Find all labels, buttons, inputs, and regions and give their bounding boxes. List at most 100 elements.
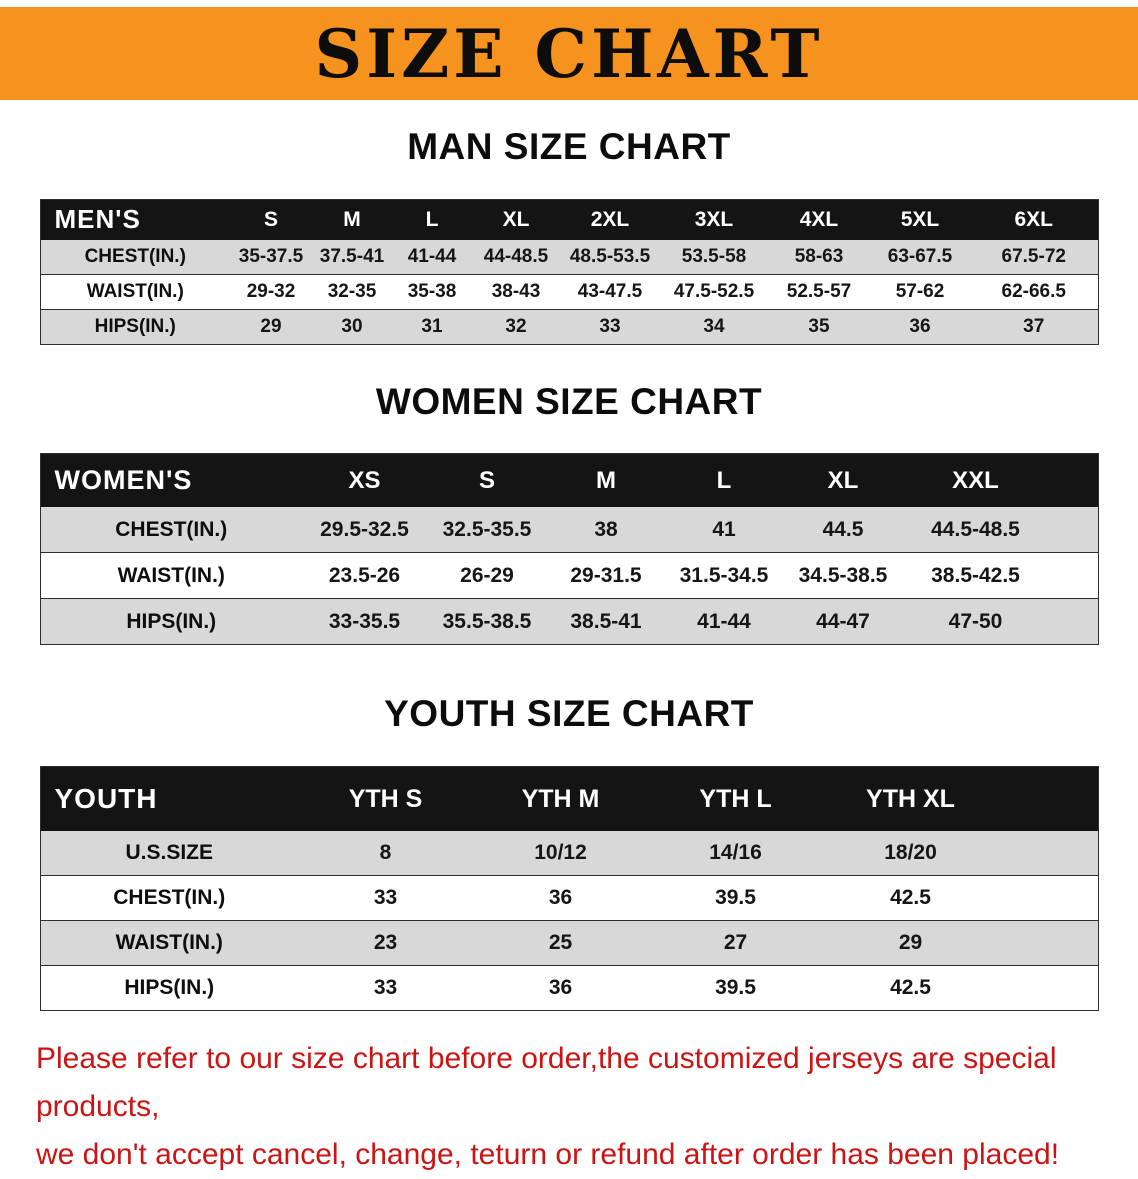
size-value-cell: 44-48.5	[472, 239, 560, 275]
size-value-cell: 34	[660, 309, 768, 345]
size-value-cell: 31	[392, 309, 472, 345]
table-row: WAIST(IN.) 29-32 32-35 35-38 38-43 43-47…	[40, 274, 1098, 310]
column-header: S	[230, 199, 312, 240]
column-header: YTH XL	[823, 766, 998, 832]
size-value-cell: 29.5-32.5	[302, 507, 427, 553]
size-value-cell: 26-29	[460, 563, 514, 587]
column-header: 4XL	[768, 199, 870, 240]
womens-size-table: WOMEN'S XS S M L XL XXL CHEST(IN.) 29.5-…	[39, 453, 1099, 646]
column-header: 5XL	[870, 199, 970, 240]
table-row: HIPS(IN.) 33 36 39.5 42.5	[40, 966, 1098, 1011]
size-value-cell: 42.5	[890, 976, 931, 1000]
filler-cell	[1048, 453, 1098, 508]
row-label: WAIST(IN.)	[40, 920, 298, 966]
column-header: M	[547, 453, 665, 508]
size-value-cell: 38.5-42.5	[931, 563, 1020, 587]
size-value-cell: 37	[970, 309, 1098, 345]
table-row: HIPS(IN.) 29 30 31 32 33 34 35 36 37	[40, 309, 1098, 345]
size-value-cell: 39.5	[715, 886, 756, 910]
size-value-cell: 25	[473, 920, 648, 966]
size-value-cell: 57-62	[895, 280, 945, 302]
size-value-cell: 32	[472, 309, 560, 345]
table-row: CHEST(IN.) 29.5-32.5 32.5-35.5 38 41 44.…	[40, 507, 1098, 553]
size-value-cell: 29-32	[246, 280, 296, 302]
size-value-cell: 35.5-38.5	[427, 598, 547, 645]
column-header: 6XL	[970, 199, 1098, 240]
size-value-cell: 44-47	[783, 598, 903, 645]
youth-chart-title: YOUTH SIZE CHART	[384, 693, 754, 735]
size-value-cell: 58-63	[768, 239, 870, 275]
size-value-cell: 23.5-26	[328, 563, 401, 587]
size-value-cell: 41	[665, 507, 783, 553]
filler-cell	[998, 831, 1098, 876]
size-value-cell: 14/16	[648, 831, 823, 876]
size-value-cell: 33	[373, 976, 398, 1000]
size-value-cell: 52.5-57	[786, 280, 852, 302]
size-value-cell: 41-44	[392, 239, 472, 275]
filler-cell	[998, 766, 1098, 832]
size-value-cell: 62-66.5	[1001, 280, 1066, 302]
filler-cell	[1048, 598, 1098, 645]
table-row: WAIST(IN.) 23 25 27 29	[40, 920, 1098, 966]
womens-table-corner-label: WOMEN'S	[40, 453, 302, 508]
column-header: XXL	[903, 453, 1048, 508]
size-value-cell: 33-35.5	[302, 598, 427, 645]
disclaimer-line-2: we don't accept cancel, change, teturn o…	[36, 1138, 1060, 1172]
size-value-cell: 35-38	[407, 280, 457, 302]
column-header: XS	[302, 453, 427, 508]
youth-table-corner-label: YOUTH	[40, 766, 298, 832]
youth-size-table: YOUTH YTH S YTH M YTH L YTH XL U.S.SIZE …	[39, 766, 1099, 1012]
size-value-cell: 29-31.5	[570, 563, 642, 587]
row-label: HIPS(IN.)	[40, 598, 302, 645]
table-row: CHEST(IN.) 33 36 39.5 42.5	[40, 876, 1098, 921]
mens-header-row: MEN'S S M L XL 2XL 3XL 4XL 5XL 6XL	[40, 199, 1098, 240]
column-header: YTH M	[473, 766, 648, 832]
column-header: XL	[472, 199, 560, 240]
column-header: YTH S	[298, 766, 473, 832]
column-header: L	[392, 199, 472, 240]
size-value-cell: 33	[373, 886, 398, 910]
size-value-cell: 31.5-34.5	[679, 563, 769, 587]
filler-cell	[1048, 507, 1098, 553]
disclaimer-text: Please refer to our size chart before or…	[36, 1035, 1108, 1179]
size-value-cell: 38-43	[491, 280, 541, 302]
size-value-cell: 42.5	[890, 886, 931, 910]
column-header: 3XL	[660, 199, 768, 240]
row-label: HIPS(IN.)	[124, 976, 215, 1000]
mens-chart-title: MAN SIZE CHART	[407, 126, 731, 167]
size-value-cell: 38	[547, 507, 665, 553]
row-label: HIPS(IN.)	[40, 309, 230, 345]
table-row: U.S.SIZE 8 10/12 14/16 18/20	[40, 831, 1098, 876]
size-value-cell: 27	[648, 920, 823, 966]
row-label: WAIST(IN.)	[117, 563, 225, 587]
column-header: L	[665, 453, 783, 508]
size-value-cell: 8	[298, 831, 473, 876]
size-value-cell: 33	[560, 309, 660, 345]
size-value-cell: 63-67.5	[870, 239, 970, 275]
table-row: WAIST(IN.) 23.5-26 26-29 29-31.5 31.5-34…	[40, 553, 1098, 599]
size-value-cell: 53.5-58	[660, 239, 768, 275]
size-value-cell: 43-47.5	[577, 280, 643, 302]
size-value-cell: 67.5-72	[970, 239, 1098, 275]
size-value-cell: 29	[823, 920, 998, 966]
size-value-cell: 44.5	[783, 507, 903, 553]
page-title: SIZE CHART	[314, 14, 824, 93]
column-header: M	[312, 199, 392, 240]
size-value-cell: 35	[768, 309, 870, 345]
column-header: 2XL	[560, 199, 660, 240]
size-value-cell: 36	[548, 886, 573, 910]
size-value-cell: 44.5-48.5	[903, 507, 1048, 553]
size-value-cell: 23	[298, 920, 473, 966]
size-value-cell: 29	[230, 309, 312, 345]
size-value-cell: 32-35	[327, 280, 377, 302]
size-value-cell: 32.5-35.5	[427, 507, 547, 553]
row-label: WAIST(IN.)	[86, 280, 184, 302]
size-value-cell: 36	[870, 309, 970, 345]
size-value-cell: 36	[548, 976, 573, 1000]
column-header: S	[427, 453, 547, 508]
size-value-cell: 30	[312, 309, 392, 345]
womens-header-row: WOMEN'S XS S M L XL XXL	[40, 453, 1098, 508]
womens-chart-title: WOMEN SIZE CHART	[375, 380, 763, 422]
row-label: CHEST(IN.)	[40, 239, 230, 275]
row-label: CHEST(IN.)	[40, 507, 302, 553]
